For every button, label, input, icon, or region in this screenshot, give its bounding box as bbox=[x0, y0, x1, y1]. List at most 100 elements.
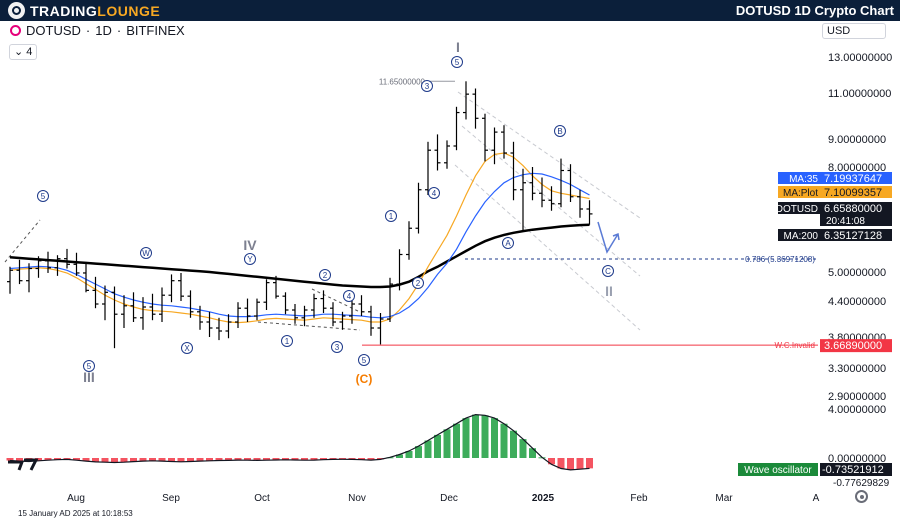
wave-label-x-text: X bbox=[184, 344, 190, 353]
wave-label-4-text: 4 bbox=[347, 292, 352, 301]
trend-channel-line bbox=[461, 125, 641, 277]
currency-selector[interactable]: USD bbox=[822, 23, 886, 39]
price-name: DOTUSD bbox=[776, 204, 818, 215]
wave-oscillator-value-box bbox=[820, 463, 892, 476]
indicator-count: 4 bbox=[26, 46, 33, 58]
header-bar: TRADINGLOUNGE DOTUSD 1D Crypto Chart bbox=[0, 0, 900, 21]
wave-oscillator-bar bbox=[481, 415, 489, 458]
wave-oscillator-bar bbox=[567, 458, 574, 470]
price-value-box bbox=[820, 202, 892, 214]
high-level-label: 11.65000000 bbox=[379, 77, 426, 86]
brand-logo[interactable]: TRADINGLOUNGE bbox=[8, 2, 160, 19]
wave-oscillator-bar bbox=[139, 458, 147, 462]
wave-oscillator-bar bbox=[557, 458, 565, 469]
wave-label-y bbox=[244, 253, 256, 265]
wave-oscillator-name: Wave oscillator bbox=[744, 465, 812, 476]
brand-main: TRADING bbox=[30, 2, 98, 19]
settings-icon[interactable] bbox=[855, 490, 868, 503]
wave-oscillator-bar bbox=[215, 458, 223, 461]
wave-oscillator-bar bbox=[491, 418, 498, 458]
wave-label-b bbox=[554, 125, 566, 137]
wave-label-3-text: 3 bbox=[335, 343, 340, 352]
wave-oscillator-bar bbox=[291, 458, 299, 460]
wave-oscillator-bar bbox=[196, 458, 204, 462]
wave-oscillator-bar bbox=[149, 458, 156, 461]
wave-label-3 bbox=[421, 80, 433, 92]
x-axis-tick-label: Sep bbox=[162, 493, 180, 504]
wave-label-2-text: 2 bbox=[416, 279, 421, 288]
wave-oscillator-bar bbox=[16, 458, 23, 462]
wave-label-c-text: C bbox=[605, 267, 611, 276]
wave-oscillator-bar bbox=[396, 454, 403, 458]
page-title: DOTUSD 1D Crypto Chart bbox=[735, 3, 894, 18]
wave-label-a bbox=[502, 237, 514, 249]
ma35-value-box bbox=[820, 172, 892, 184]
brand-name: TRADINGLOUNGE bbox=[30, 3, 160, 19]
symbol-info[interactable]: DOTUSD · 1D · BITFINEX bbox=[10, 23, 185, 38]
wave-label-I: I bbox=[456, 39, 460, 55]
wave-oscillator-bar bbox=[263, 458, 270, 461]
wave-oscillator-bar bbox=[206, 458, 213, 461]
wave-oscillator-value: -0.73521912 bbox=[822, 464, 884, 476]
symbol-name: DOTUSD bbox=[26, 23, 81, 38]
wave-oscillator-bar bbox=[548, 458, 555, 465]
wave-label-w-text: W bbox=[142, 249, 150, 258]
invalidation-label: W.C.Invalid bbox=[775, 341, 815, 350]
wave-label-II: II bbox=[605, 283, 613, 299]
projection-path bbox=[597, 221, 619, 254]
indicators-toggle-button[interactable]: ⌄ 4 bbox=[9, 44, 38, 60]
projection-arrowhead bbox=[612, 232, 620, 241]
trend-channel-line bbox=[257, 321, 361, 331]
ma35-name-box bbox=[778, 172, 820, 184]
wave-oscillator-bar bbox=[415, 446, 422, 458]
wave-label-4 bbox=[37, 190, 49, 202]
wave-label-w bbox=[140, 247, 152, 259]
wave-oscillator-bar bbox=[320, 458, 327, 460]
tv-logo-icon bbox=[8, 458, 39, 471]
ma35-name: MA:35 bbox=[789, 174, 818, 185]
wave-oscillator-bar bbox=[244, 458, 251, 461]
x-axis-tick-label: 2025 bbox=[532, 493, 555, 504]
x-axis-tick-label: Aug bbox=[67, 493, 85, 504]
wave-oscillator-bar bbox=[187, 458, 194, 462]
invalidation-value-box bbox=[820, 339, 892, 353]
symbol-interval: 1D bbox=[95, 23, 112, 38]
trend-channel-line bbox=[4, 219, 41, 263]
wave-oscillator-bar bbox=[329, 458, 337, 460]
wave-oscillator-bar bbox=[510, 430, 517, 458]
wave-oscillator-bar bbox=[310, 458, 318, 461]
ma35-line bbox=[9, 172, 590, 319]
wave-oscillator-bar bbox=[54, 458, 61, 460]
invalidation-value: 3.66890000 bbox=[824, 340, 882, 352]
ma-plot-line bbox=[9, 152, 590, 324]
trend-channel-line bbox=[457, 91, 641, 219]
wave-label-5-text: 5 bbox=[455, 58, 460, 67]
wave-oscillator-bar bbox=[6, 458, 14, 461]
x-axis-tick-label: A bbox=[813, 493, 820, 504]
wave-oscillator-bar bbox=[586, 458, 593, 469]
wave-label-c bbox=[602, 265, 614, 277]
wave-oscillator-name-box bbox=[738, 463, 818, 476]
wave-oscillator-bar bbox=[462, 418, 470, 458]
ma35-value: 7.19937647 bbox=[824, 173, 882, 185]
wave-label-1 bbox=[281, 335, 293, 347]
polkadot-icon bbox=[10, 25, 21, 36]
wave-oscillator-bar bbox=[519, 439, 527, 458]
wave-oscillator-bar bbox=[500, 423, 508, 458]
x-axis-tick-label: Mar bbox=[715, 493, 733, 504]
ma-plot-value-box bbox=[820, 186, 892, 198]
price-value: 6.65880000 bbox=[824, 203, 882, 215]
y-axis-tick-label: 13.00000000 bbox=[828, 52, 892, 64]
wave-oscillator-bar bbox=[177, 458, 185, 462]
wave-label-1 bbox=[385, 210, 397, 222]
chevron-down-icon: ⌄ bbox=[14, 46, 24, 58]
fib-level-label: 0.786 (5.36971208) bbox=[745, 255, 815, 264]
wave-oscillator-bar bbox=[472, 414, 479, 458]
price-countdown: 20:41:08 bbox=[826, 216, 865, 227]
wave-oscillator-bar bbox=[35, 458, 42, 461]
wave-oscillator-bar bbox=[576, 458, 584, 470]
wave-oscillator-bar bbox=[111, 458, 118, 463]
snapshot-timestamp: 15 January AD 2025 at 10:18:53 bbox=[18, 509, 133, 518]
